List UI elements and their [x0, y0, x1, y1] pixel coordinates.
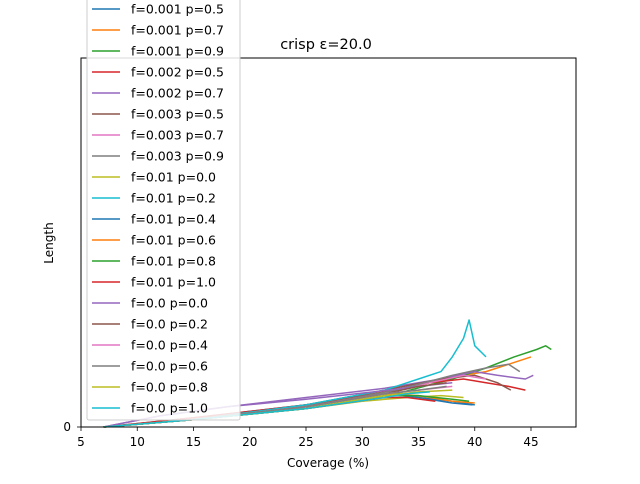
legend-label-18: f=0.0 p=0.8 [131, 380, 208, 395]
legend-label-16: f=0.0 p=0.4 [131, 338, 208, 353]
x-tick-label-3: 20 [242, 435, 257, 449]
chart-legend: f=0.001 p=0.5 f=0.001 p=0.7 f=0.001 p=0.9 f… [86, 0, 241, 421]
x-tick-label-8: 45 [523, 435, 538, 449]
chart-title: crisp ε=20.0 [280, 37, 372, 53]
legend-label-14: f=0.0 p=0.0 [131, 296, 208, 311]
legend-label-15: f=0.0 p=0.2 [131, 317, 208, 332]
x-tick-label-2: 15 [186, 435, 201, 449]
legend-label-2: f=0.001 p=0.9 [131, 44, 224, 59]
x-axis-label: Coverage (%) [287, 456, 369, 470]
series-line-9 [103, 319, 487, 428]
x-tick-label-5: 30 [355, 435, 370, 449]
legend-box [86, 0, 241, 421]
legend-label-8: f=0.01 p=0.0 [131, 170, 216, 185]
legend-label-13: f=0.01 p=1.0 [131, 275, 216, 290]
x-tick-label-7: 40 [467, 435, 482, 449]
series-line-19 [103, 391, 430, 428]
legend-label-19: f=0.0 p=1.0 [131, 401, 208, 416]
legend-label-4: f=0.002 p=0.7 [131, 86, 224, 101]
x-tick-label-0: 5 [77, 435, 85, 449]
y-tick-label-0: 0 [63, 420, 71, 434]
x-tick-label-1: 10 [130, 435, 145, 449]
y-axis-ticks: 0 [63, 420, 81, 434]
plot-frame [80, 57, 577, 428]
legend-label-6: f=0.003 p=0.7 [131, 128, 224, 143]
legend-label-7: f=0.003 p=0.9 [131, 149, 224, 164]
x-axis-ticks: 5 10 15 20 25 30 35 40 45 [77, 427, 539, 449]
legend-label-0: f=0.001 p=0.5 [131, 2, 224, 17]
legend-label-17: f=0.0 p=0.6 [131, 359, 208, 374]
x-tick-label-6: 35 [411, 435, 426, 449]
legend-label-5: f=0.003 p=0.5 [131, 107, 224, 122]
legend-label-9: f=0.01 p=0.2 [131, 191, 216, 206]
y-axis-label: Length [42, 222, 56, 263]
legend-label-10: f=0.01 p=0.4 [131, 212, 216, 227]
legend-label-12: f=0.01 p=0.8 [131, 254, 216, 269]
legend-label-3: f=0.002 p=0.5 [131, 65, 224, 80]
legend-label-1: f=0.001 p=0.7 [131, 23, 224, 38]
x-tick-label-4: 25 [298, 435, 313, 449]
legend-label-11: f=0.01 p=0.6 [131, 233, 216, 248]
